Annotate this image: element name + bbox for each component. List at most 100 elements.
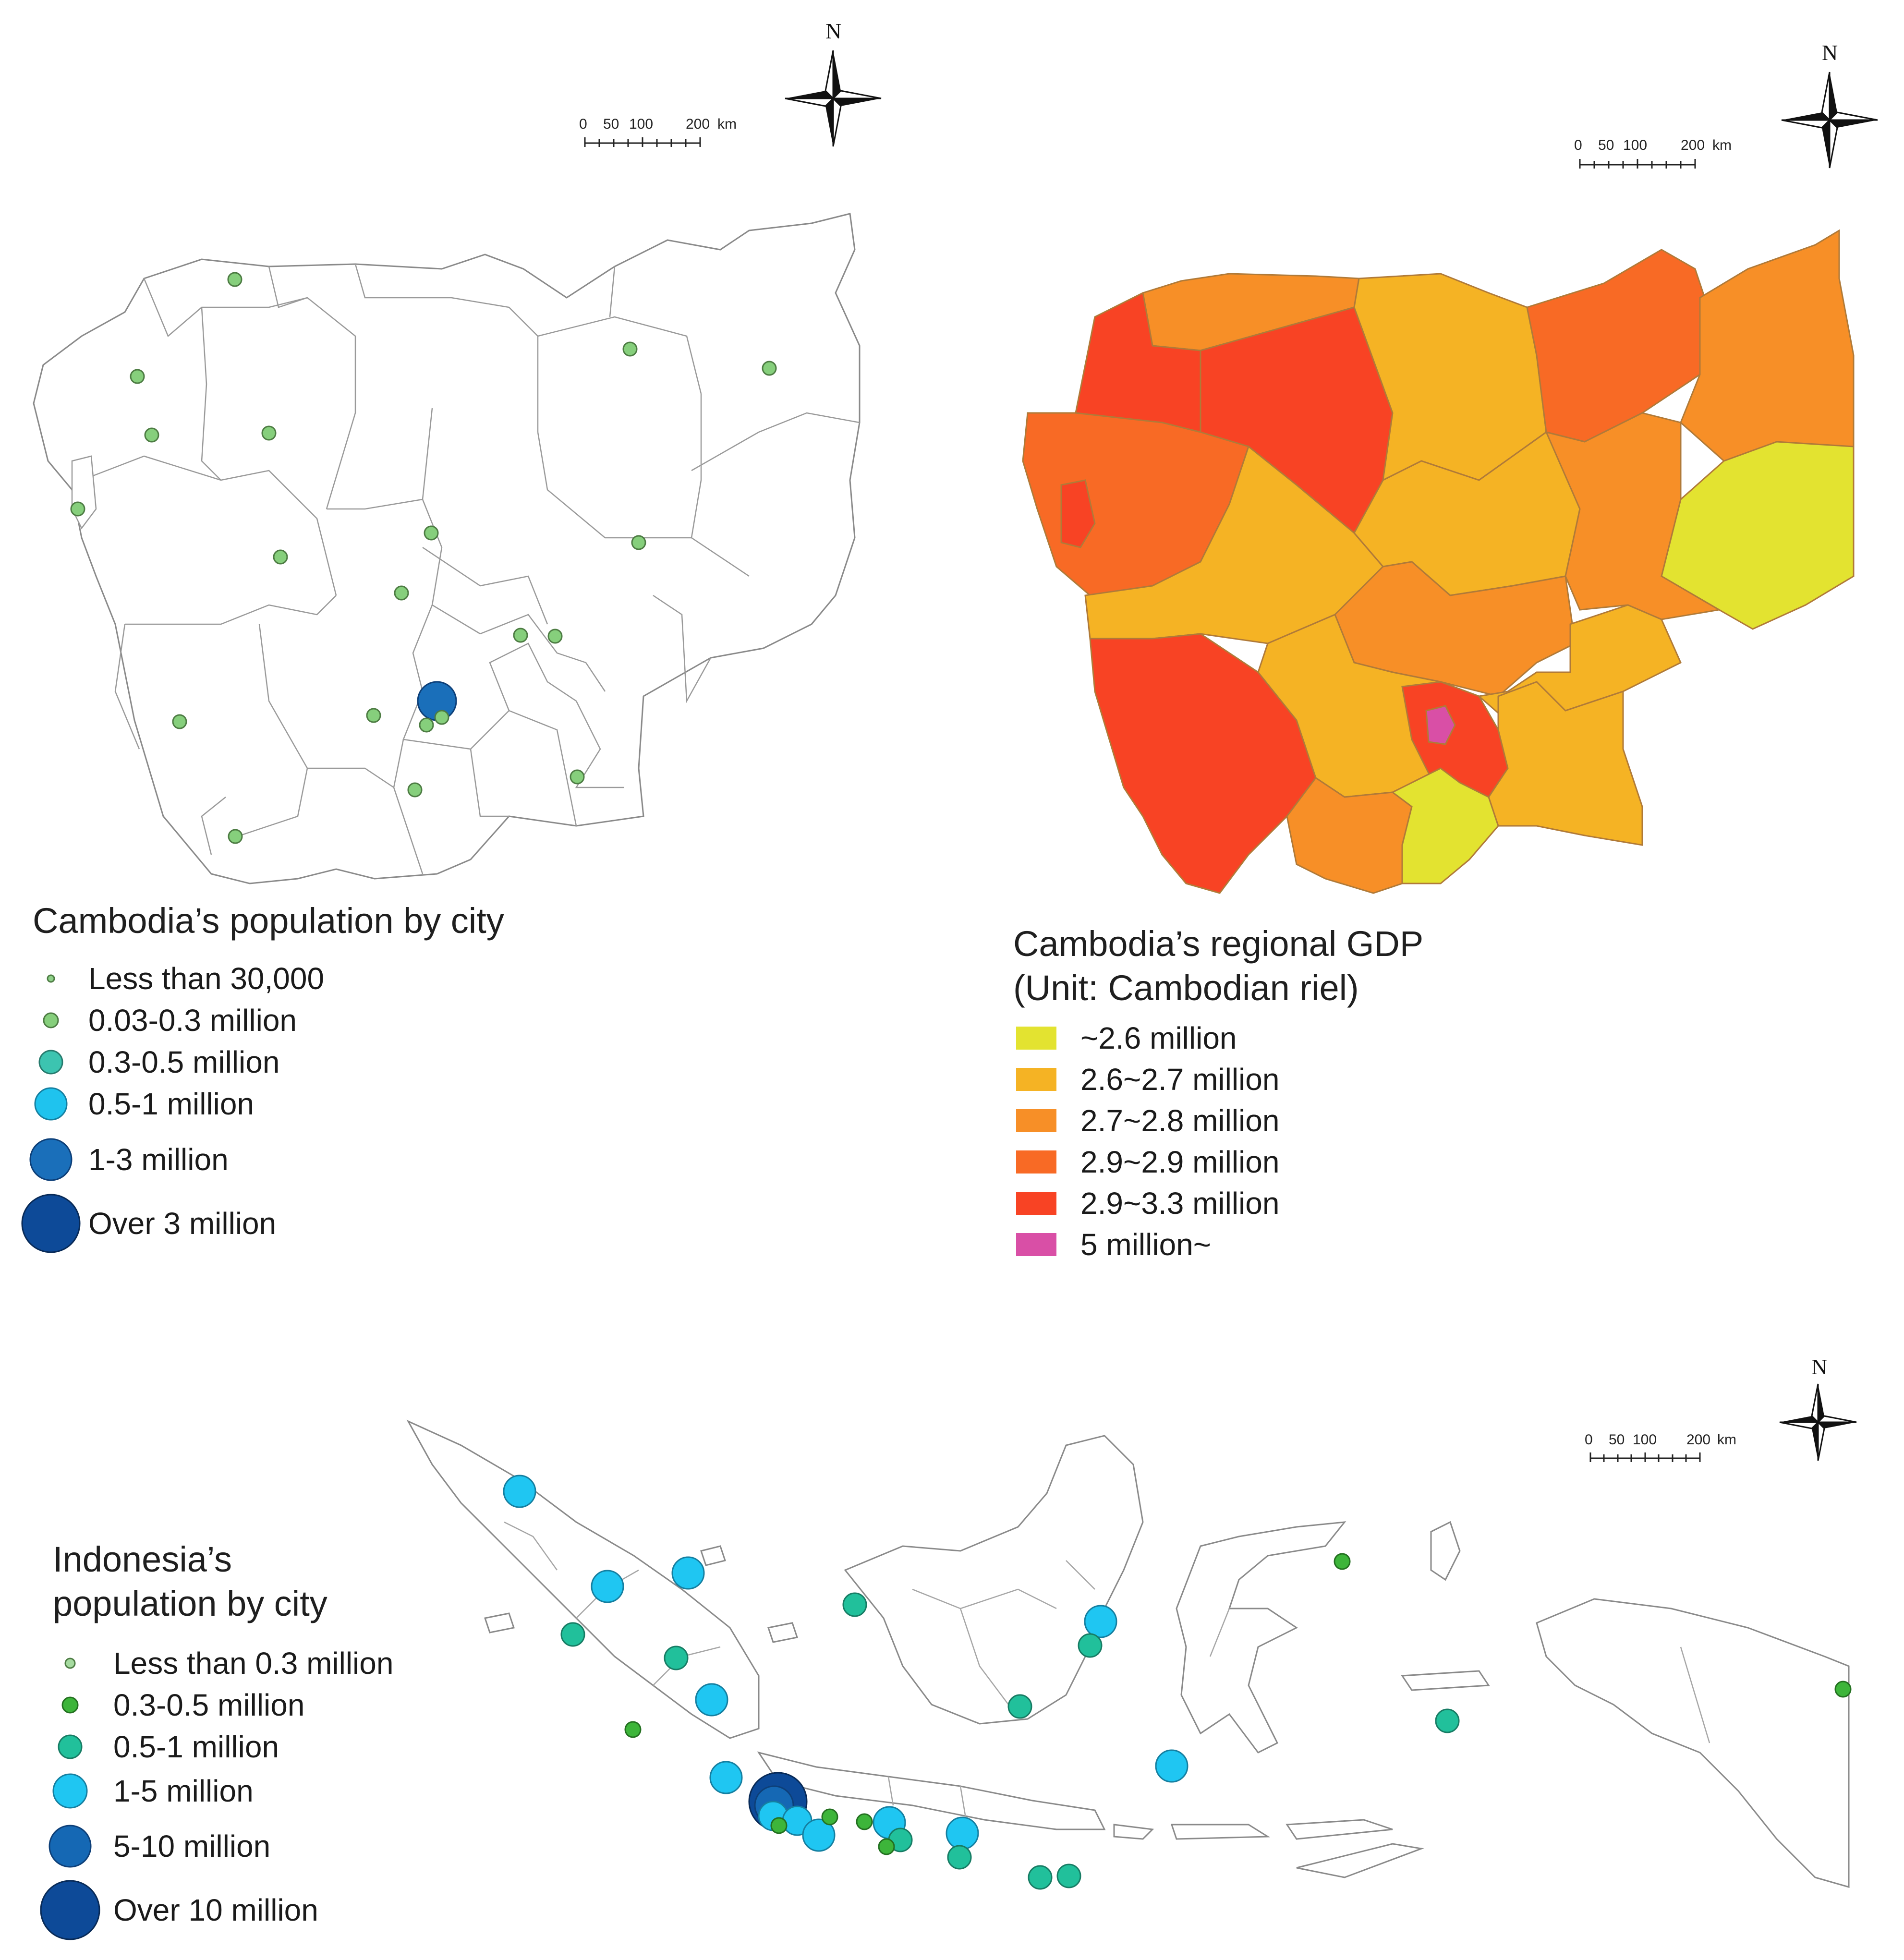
city-marker <box>513 628 528 643</box>
city-marker <box>802 1818 836 1852</box>
scale-label-200: 200 <box>1686 1432 1710 1448</box>
legend-label: ~2.6 million <box>1080 1021 1237 1055</box>
island-nusa-tenggara <box>1113 1824 1154 1840</box>
city-marker <box>695 1683 728 1717</box>
legend-label: 0.3-0.5 million <box>88 1045 280 1079</box>
city-marker <box>821 1808 838 1826</box>
indonesia-islands <box>406 1419 1850 1888</box>
scale-label-50: 50 <box>603 116 619 132</box>
legend-label: 0.5-1 million <box>88 1087 255 1121</box>
north-arrow-icon: N <box>1781 40 1878 169</box>
gdp-region <box>1526 249 1710 443</box>
island-sulawesi <box>1176 1521 1346 1754</box>
indonesia-population-map-canvas: 0 50 100 200 km N <box>406 1355 1857 1890</box>
legend-symbol <box>58 1734 83 1759</box>
legend-swatch <box>1016 1192 1056 1215</box>
gdp-region <box>1488 681 1643 846</box>
city-marker <box>1155 1749 1188 1783</box>
city-marker <box>366 708 381 723</box>
legend-label: 2.6~2.7 million <box>1080 1062 1280 1097</box>
scale-unit: km <box>1712 137 1732 153</box>
legend-label: Over 10 million <box>113 1893 318 1927</box>
legend-swatch <box>1016 1233 1056 1256</box>
legend-label: 2.9~2.9 million <box>1080 1145 1280 1179</box>
legend-swatch <box>1016 1109 1056 1132</box>
cambodia-gdp-map: 0 50 100 200 km N Cambodia’s regional GD… <box>960 0 1904 1296</box>
legend-symbol <box>21 1194 81 1253</box>
city-marker <box>419 717 434 733</box>
gdp-region <box>1391 767 1499 884</box>
city-marker <box>407 782 423 798</box>
north-arrow-icon: N <box>785 19 882 147</box>
island-small <box>484 1612 515 1633</box>
city-marker <box>631 535 646 550</box>
city-marker <box>503 1475 536 1508</box>
scale-label-0: 0 <box>1585 1432 1593 1448</box>
compass-north-label: N <box>1811 1355 1827 1379</box>
scale-label-200: 200 <box>1681 137 1705 153</box>
city-marker <box>547 629 563 644</box>
island-small <box>700 1545 726 1566</box>
legend-symbol <box>64 1658 76 1669</box>
city-marker <box>1084 1605 1117 1638</box>
island-papua <box>1536 1598 1850 1888</box>
city-marker <box>394 585 409 601</box>
scale-label-100: 100 <box>1623 137 1647 153</box>
scale-label-50: 50 <box>1609 1432 1625 1448</box>
scale-bar: 0 50 100 200 km <box>579 116 737 147</box>
legend-label: 1-3 million <box>88 1142 229 1177</box>
gdp-region <box>1425 705 1456 745</box>
cambodia-city-markers <box>70 272 777 844</box>
cambodia-outline <box>33 213 861 884</box>
scale-unit: km <box>717 116 737 132</box>
city-marker <box>261 425 277 441</box>
cambodia-population-map: 0 50 100 200 km N Cambodia’s population … <box>0 0 912 1296</box>
city-marker <box>622 341 638 357</box>
legend-label: 0.03-0.3 million <box>88 1003 297 1038</box>
island-nusa-tenggara <box>1286 1819 1393 1840</box>
island-halmahera <box>1430 1521 1461 1581</box>
scale-unit: km <box>1717 1432 1736 1448</box>
city-marker <box>1435 1708 1460 1733</box>
city-marker <box>434 710 449 725</box>
scale-bar: 0 50 100 200 km <box>1585 1432 1736 1462</box>
gdp-regions <box>1022 229 1855 894</box>
city-marker <box>70 501 85 517</box>
legend-swatch <box>1016 1027 1056 1050</box>
province-boundaries <box>81 264 860 874</box>
gdp-region <box>1089 633 1317 894</box>
legend-label: 2.7~2.8 million <box>1080 1103 1280 1138</box>
legend-label: Less than 30,000 <box>88 961 325 996</box>
city-marker <box>762 361 777 376</box>
legend-label: 5 million~ <box>1080 1227 1212 1262</box>
legend-symbol <box>49 1825 92 1868</box>
cambodia-gdp-map-canvas: 0 50 100 200 km N <box>1022 40 1878 894</box>
city-marker <box>172 714 187 729</box>
city-marker <box>227 272 243 287</box>
city-marker <box>671 1556 705 1590</box>
scale-label-100: 100 <box>629 116 653 132</box>
scale-label-0: 0 <box>579 116 587 132</box>
island-nusa-tenggara <box>1170 1824 1271 1840</box>
indonesia-population-map: 0 50 100 200 km N Indonesia’s population… <box>0 1320 1904 1960</box>
city-marker <box>946 1816 979 1850</box>
legend-symbol <box>29 1138 73 1181</box>
scale-label-50: 50 <box>1598 137 1614 153</box>
cambodia-population-map-canvas: 0 50 100 200 km N <box>33 19 882 884</box>
scale-label-0: 0 <box>1574 137 1582 153</box>
legend-label: Over 3 million <box>88 1206 277 1241</box>
legend-symbol <box>43 1012 59 1028</box>
legend-symbol <box>61 1696 79 1714</box>
city-marker <box>570 769 585 785</box>
city-marker <box>424 525 439 541</box>
city-marker <box>770 1817 788 1834</box>
legend-symbol <box>47 974 55 983</box>
north-arrow-icon: N <box>1779 1355 1857 1461</box>
city-marker <box>273 549 288 565</box>
legend-label: Less than 0.3 million <box>113 1646 394 1681</box>
island-seram <box>1401 1670 1490 1691</box>
city-marker <box>947 1845 972 1870</box>
city-marker <box>228 829 243 844</box>
cambodia-gdp-title: Cambodia’s regional GDP (Unit: Cambodian… <box>1013 924 1424 1008</box>
city-marker <box>1834 1681 1852 1698</box>
